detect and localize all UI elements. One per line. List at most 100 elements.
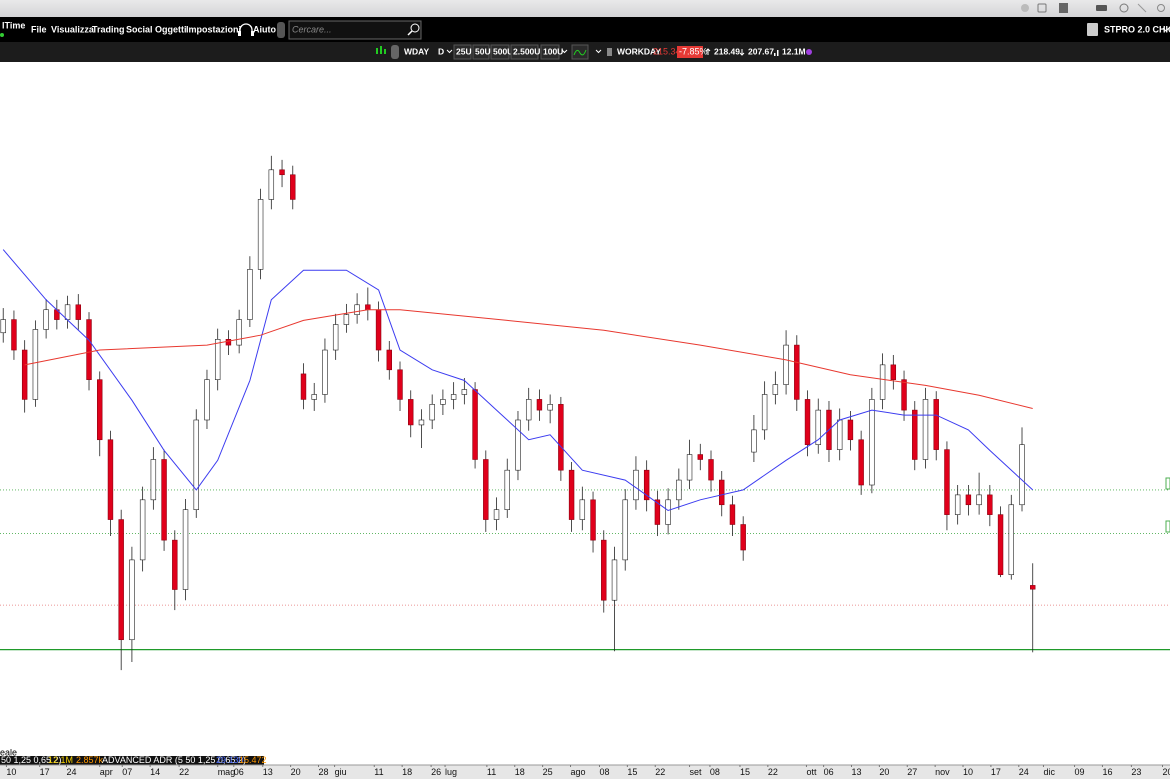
menu-item[interactable]: Impostazioni xyxy=(186,24,241,34)
menu-item[interactable]: Visualizza xyxy=(51,24,95,34)
indicator-value-2: 15.472 xyxy=(239,755,267,765)
candle-body xyxy=(483,459,489,520)
unit-buttons: 25U 50U 500U 2.500U 100U xyxy=(446,44,602,60)
candle-body xyxy=(633,469,639,501)
indicator-volume: 12.1M xyxy=(48,755,73,765)
candle-body xyxy=(139,499,146,561)
unit-label: 500U xyxy=(493,46,513,56)
x-tick-label: 22 xyxy=(655,767,665,777)
candle-body xyxy=(86,319,92,380)
x-tick-label: 14 xyxy=(150,767,160,777)
candle-body xyxy=(257,199,264,270)
candle-body xyxy=(922,399,929,460)
system-bar xyxy=(0,0,1170,17)
candle-body xyxy=(118,519,124,641)
candle-body xyxy=(622,499,628,561)
candle-body xyxy=(783,344,789,385)
x-tick-label: 13 xyxy=(851,767,861,777)
menu-item[interactable]: Oggetti xyxy=(155,24,187,34)
x-tick-label: 15 xyxy=(740,767,750,777)
candle-body xyxy=(397,369,403,400)
candle-body xyxy=(933,399,939,450)
indicator-params: 50 1,25 0,65 2) xyxy=(1,755,62,765)
candle-body xyxy=(64,304,71,320)
candle-body xyxy=(590,499,596,541)
unit-label: 50U xyxy=(475,46,491,56)
candle-body xyxy=(247,269,253,320)
candle-body xyxy=(944,449,950,515)
menu-item[interactable]: Social xyxy=(126,24,153,34)
candle-body xyxy=(568,469,575,520)
candle-body xyxy=(772,384,779,395)
candle-body xyxy=(343,314,350,325)
candle-body xyxy=(729,504,736,525)
x-tick-label: 25 xyxy=(543,767,553,777)
indicator-icon xyxy=(573,49,587,56)
candle-body xyxy=(558,404,564,471)
unit-button[interactable] xyxy=(453,44,472,60)
candle-body xyxy=(150,459,157,501)
date-axis xyxy=(0,765,1170,779)
indicator-value-1: 29.130 xyxy=(216,755,244,765)
plot xyxy=(0,155,1170,671)
toolbar-icon xyxy=(376,45,399,59)
candle-body xyxy=(214,339,221,380)
unit-button[interactable] xyxy=(490,44,510,60)
candle-body xyxy=(290,174,296,200)
candle-body xyxy=(182,509,189,590)
x-tick-label: 27 xyxy=(907,767,917,777)
candle-body xyxy=(365,304,371,311)
account-chevron xyxy=(1162,27,1170,32)
candle-body xyxy=(161,459,167,541)
menu-bar xyxy=(0,17,1170,42)
menu-item[interactable]: File xyxy=(31,24,47,34)
account[interactable]: STPRO 2.0 CHIQ xyxy=(1104,24,1170,34)
x-tick-label: 06 xyxy=(234,767,244,777)
link-icon xyxy=(277,22,285,38)
x-tick-label: 17 xyxy=(40,767,50,777)
x-tick-label: 09 xyxy=(1075,767,1085,777)
candle-body xyxy=(794,344,800,400)
unit-button[interactable] xyxy=(540,44,560,60)
help-menu[interactable]: Aiuto xyxy=(253,24,276,34)
candle-body xyxy=(836,419,843,450)
period[interactable]: D xyxy=(438,46,444,56)
save-icon[interactable] xyxy=(1087,23,1098,36)
dropdown-chevron xyxy=(561,49,568,54)
search-box[interactable] xyxy=(288,20,422,40)
candle-body xyxy=(847,419,854,441)
candle-body xyxy=(654,499,661,525)
low-arrow xyxy=(739,49,745,56)
unit-button[interactable] xyxy=(510,44,539,60)
symbol[interactable]: WDAY xyxy=(404,46,430,56)
x-tick-label: 17 xyxy=(991,767,1001,777)
candle-body xyxy=(225,339,232,346)
candle-body xyxy=(890,364,897,380)
level-tag xyxy=(1165,520,1170,533)
x-tick-label: 22 xyxy=(768,767,778,777)
x-tick-label: ago xyxy=(571,767,586,777)
candle-body xyxy=(965,494,972,506)
candle-body xyxy=(193,419,199,510)
candle-body xyxy=(322,349,328,395)
candle-body xyxy=(643,469,650,501)
candle-body xyxy=(408,399,414,426)
status-dot xyxy=(806,49,812,55)
x-tick-label: ott xyxy=(806,767,817,777)
unit-button[interactable] xyxy=(472,44,490,60)
help-icon xyxy=(238,23,254,36)
candle-body xyxy=(815,409,821,445)
x-tick-label: 07 xyxy=(122,767,132,777)
candle-body xyxy=(107,439,114,520)
menu-item[interactable]: Trading xyxy=(92,24,125,34)
x-tick-label: 24 xyxy=(1019,767,1029,777)
candle-body xyxy=(279,169,285,176)
candle-body xyxy=(708,459,714,481)
x-tick-label: 16 xyxy=(1102,767,1112,777)
candle-body xyxy=(697,454,703,460)
candle-body xyxy=(21,349,28,400)
candle-body xyxy=(418,419,425,426)
x-tick-label: 11 xyxy=(487,767,496,777)
